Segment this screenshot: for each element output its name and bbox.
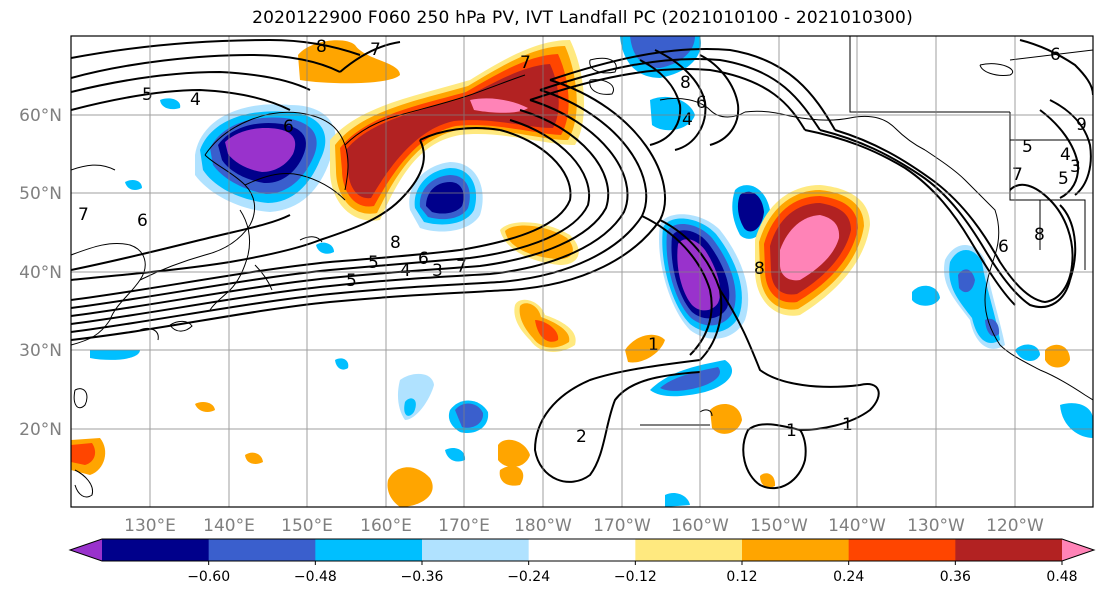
colorbar-tick-label: −0.24 <box>507 569 550 585</box>
lon-label: 150°W <box>750 516 808 536</box>
contour-label: 1 <box>786 421 797 441</box>
colorbar-tick-label: 0.12 <box>726 569 757 585</box>
contour-label: 8 <box>680 73 691 93</box>
contour-label: 5 <box>368 253 379 273</box>
contour-label-group: 5 4 6 7 8 6 7 8 6 5 4 3 7 5 4 6 7 8 8 1 … <box>78 37 1087 447</box>
contour-label: 2 <box>576 427 587 447</box>
contour-label: 6 <box>418 249 429 269</box>
colorbar-extend-high <box>1062 539 1094 561</box>
contour-label: 4 <box>400 261 411 281</box>
coastlines <box>71 36 1093 498</box>
contour-label: 5 <box>346 271 357 291</box>
gridlines <box>71 36 1093 507</box>
colorbar-bin <box>635 539 743 561</box>
contour-label: 4 <box>682 110 693 130</box>
contour-label: 7 <box>520 53 531 73</box>
colorbar: −0.60 −0.48 −0.36 −0.24 −0.12 0.12 0.24 0.36 0.4… <box>68 538 1096 585</box>
lat-label-50n: 50°N <box>19 184 62 204</box>
colorbar-tick-label: −0.36 <box>401 569 444 585</box>
colorbar-bin <box>422 539 530 561</box>
contour-label: 5 <box>142 85 153 105</box>
lon-label: 180°W <box>514 516 572 536</box>
contour-label: 6 <box>998 237 1009 257</box>
contour-label: 5 <box>1022 137 1033 157</box>
colorbar-tick-label: 0.48 <box>1046 569 1077 585</box>
lon-label: 160°E <box>360 516 412 536</box>
colorbar-tick-label: −0.60 <box>187 569 230 585</box>
contour-label: 7 <box>456 257 467 277</box>
contour-label: 7 <box>1012 165 1023 185</box>
lon-label: 140°E <box>203 516 255 536</box>
contour-label: 7 <box>78 205 89 225</box>
contour-label: 8 <box>754 259 765 279</box>
lat-label-40n: 40°N <box>19 263 62 283</box>
contour-label: 6 <box>1050 45 1061 65</box>
map-frame <box>70 35 1094 508</box>
lon-label: 170°E <box>438 516 490 536</box>
lon-label: 130°W <box>907 516 965 536</box>
lat-label-30n: 30°N <box>19 341 62 361</box>
lat-label-20n: 20°N <box>19 420 62 440</box>
contour-label: 6 <box>696 93 707 113</box>
colorbar-bin <box>955 539 1063 561</box>
colorbar-tick-label: 0.36 <box>940 569 971 585</box>
latitude-labels: 60°N 50°N 40°N 30°N 20°N <box>19 106 62 440</box>
colorbar-bin <box>208 539 316 561</box>
contour-label: 1 <box>648 335 659 355</box>
colorbar-tick-label: −0.48 <box>294 569 337 585</box>
contour-label: 9 <box>1076 115 1087 135</box>
contour-label: 3 <box>432 261 443 281</box>
contour-label: 6 <box>137 211 148 231</box>
lon-label: 130°E <box>124 516 176 536</box>
longitude-labels: 130°E 140°E 150°E 160°E 170°E 180°W 170°… <box>124 516 1044 536</box>
colorbar-bin <box>102 539 210 561</box>
contour-label: 4 <box>190 90 201 110</box>
lon-label: 140°W <box>828 516 886 536</box>
contour-label: 8 <box>316 37 327 57</box>
ivt-contours <box>71 38 1093 490</box>
colorbar-outline <box>68 538 1096 562</box>
chart-title: 2020122900 F060 250 hPa PV, IVT Landfall… <box>252 8 913 28</box>
colorbar-extend-low <box>70 539 102 561</box>
lon-label: 120°W <box>986 516 1044 536</box>
contour-label: 7 <box>370 40 381 60</box>
colorbar-bin <box>528 539 636 561</box>
lon-label: 160°W <box>671 516 729 536</box>
colorbar-bin <box>315 539 423 561</box>
colorbar-bin <box>742 539 850 561</box>
contour-label: 1 <box>842 415 853 435</box>
colorbar-tick-label: 0.24 <box>833 569 864 585</box>
contour-label: 3 <box>1070 157 1081 177</box>
contour-label: 8 <box>390 233 401 253</box>
contour-label: 8 <box>1034 225 1045 245</box>
contour-label: 6 <box>283 117 294 137</box>
pv-shading <box>71 36 1093 507</box>
contour-label: 5 <box>1058 169 1069 189</box>
lat-label-60n: 60°N <box>19 106 62 126</box>
colorbar-tick-label: −0.12 <box>614 569 657 585</box>
contour-label: 4 <box>1060 145 1071 165</box>
colorbar-bin <box>848 539 956 561</box>
lon-label: 170°W <box>593 516 651 536</box>
lon-label: 150°E <box>281 516 333 536</box>
